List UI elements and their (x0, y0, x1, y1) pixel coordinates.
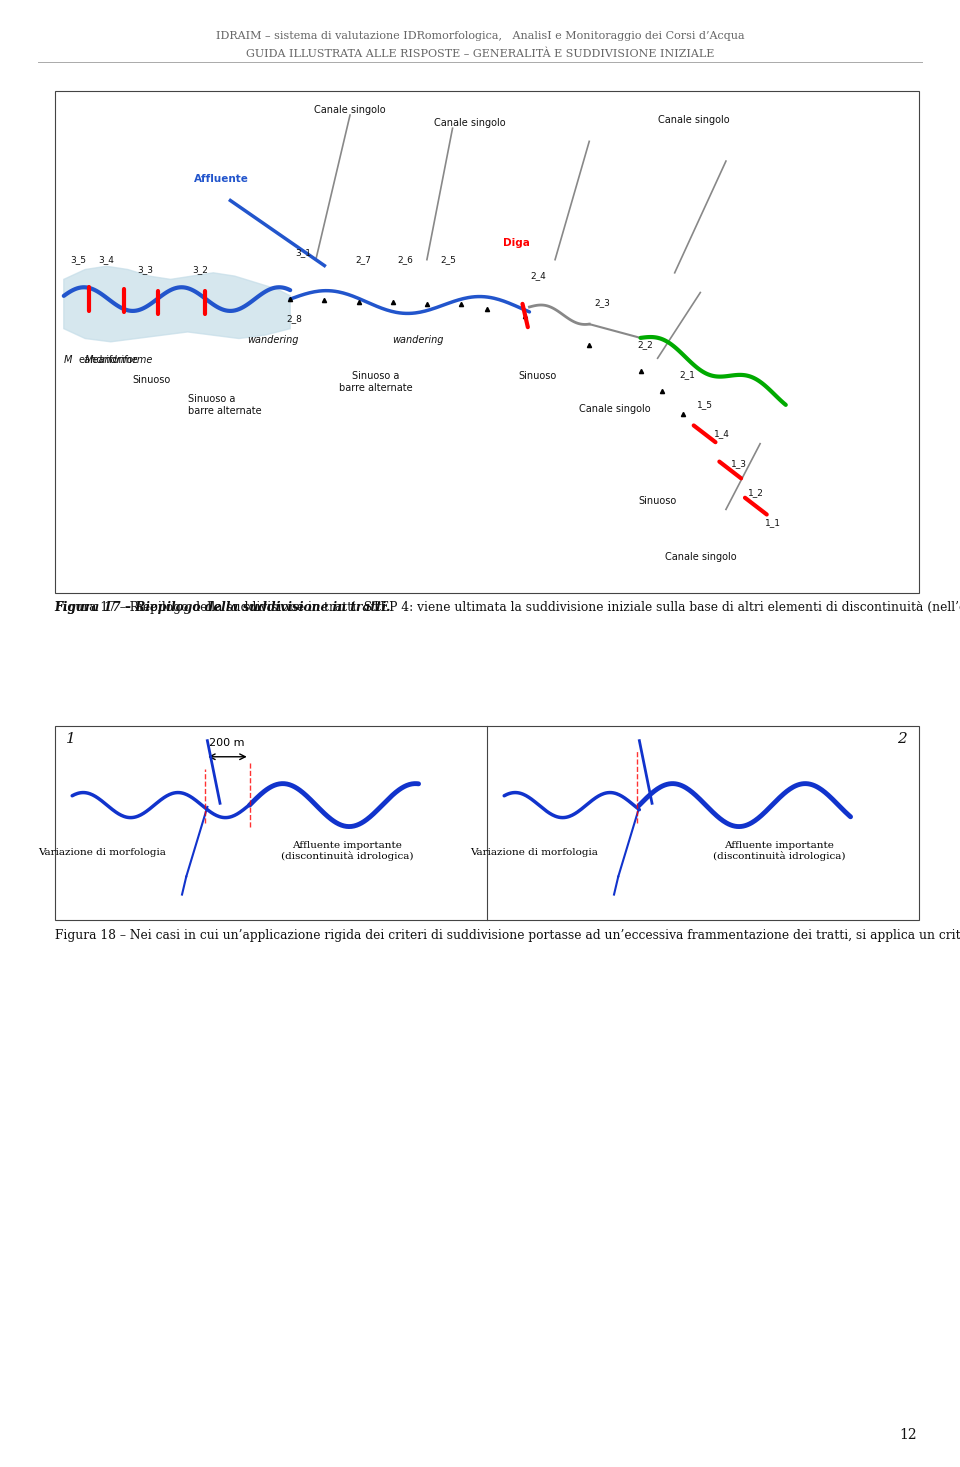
Text: Canale singolo: Canale singolo (664, 552, 736, 562)
Text: wandering: wandering (393, 336, 444, 345)
Text: 1_3: 1_3 (731, 459, 747, 468)
Text: 2: 2 (898, 732, 907, 747)
Text: Figura 17 – Riepilogo della suddivisione in tratti. STEP 4: viene ultimata la su: Figura 17 – Riepilogo della suddivisione… (55, 601, 960, 615)
Text: Sinuoso: Sinuoso (638, 496, 677, 506)
Text: IDRAIM – sistema di valutazione IDRomorfologica,   AnalisI e Monitoraggio dei Co: IDRAIM – sistema di valutazione IDRomorf… (216, 31, 744, 41)
Text: Sinuoso a
barre alternate: Sinuoso a barre alternate (188, 395, 261, 417)
Text: 2_1: 2_1 (680, 370, 695, 378)
Text: 2_2: 2_2 (636, 340, 653, 349)
Text: Affluente importante
(discontinuità idrologica): Affluente importante (discontinuità idro… (712, 841, 845, 861)
Polygon shape (63, 266, 290, 342)
Text: Sinuoso a
barre alternate: Sinuoso a barre alternate (339, 371, 413, 393)
Text: 3_1: 3_1 (295, 248, 311, 258)
Text: 2_7: 2_7 (355, 255, 371, 264)
Text: Figura 17 – Riepilogo della suddivisione in tratti.: Figura 17 – Riepilogo della suddivisione… (55, 601, 396, 615)
Text: 2_5: 2_5 (441, 255, 456, 264)
Text: Canale singolo: Canale singolo (434, 119, 506, 128)
Text: 3_4: 3_4 (99, 255, 114, 264)
Text: 1_1: 1_1 (765, 518, 780, 527)
Text: Sinuoso: Sinuoso (132, 374, 170, 384)
Text: M: M (63, 355, 72, 365)
Text: 12: 12 (900, 1427, 917, 1442)
Text: 3_5: 3_5 (70, 255, 86, 264)
Text: Sinuoso: Sinuoso (518, 371, 557, 381)
Text: eandriforme: eandriforme (79, 355, 138, 365)
Text: Affluente: Affluente (195, 175, 250, 183)
Text: 200 m: 200 m (209, 738, 245, 748)
Text: 3_3: 3_3 (137, 266, 153, 274)
Text: Variazione di morfologia: Variazione di morfologia (37, 848, 166, 857)
Text: Meandriforme: Meandriforme (85, 355, 154, 365)
Bar (55, 91, 919, 593)
Text: Canale singolo: Canale singolo (314, 106, 386, 116)
Text: 1_5: 1_5 (697, 399, 712, 409)
Text: 2_4: 2_4 (530, 271, 546, 280)
Text: 2_6: 2_6 (397, 255, 414, 264)
Text: Affluente importante
(discontinuità idrologica): Affluente importante (discontinuità idro… (280, 841, 413, 861)
Text: wandering: wandering (248, 336, 299, 345)
Bar (55, 726, 919, 920)
Text: Variazione di morfologia: Variazione di morfologia (469, 848, 598, 857)
Text: 1: 1 (66, 732, 76, 747)
Text: Figura 18 – Nei casi in cui un’applicazione rigida dei criteri di suddivisione p: Figura 18 – Nei casi in cui un’applicazi… (55, 929, 960, 942)
Text: GUIDA ILLUSTRATA ALLE RISPOSTE – GENERALITÀ E SUDDIVISIONE INIZIALE: GUIDA ILLUSTRATA ALLE RISPOSTE – GENERAL… (246, 48, 714, 59)
Text: 1_4: 1_4 (713, 430, 730, 439)
Text: Canale singolo: Canale singolo (579, 405, 651, 414)
Text: 3_2: 3_2 (193, 266, 208, 274)
Text: 1_2: 1_2 (748, 489, 764, 497)
Text: Canale singolo: Canale singolo (658, 114, 730, 125)
Text: 2_3: 2_3 (594, 298, 610, 307)
Text: 2_8: 2_8 (286, 314, 302, 323)
Text: Diga: Diga (503, 238, 530, 248)
